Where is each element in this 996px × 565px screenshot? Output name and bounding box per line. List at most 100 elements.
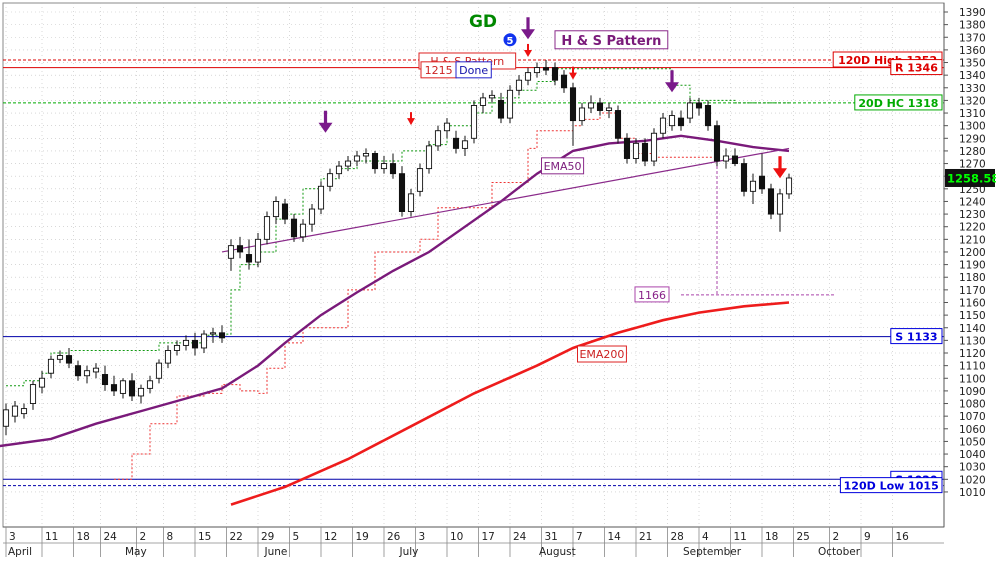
level-1166-box	[634, 286, 670, 303]
candle-up	[2, 409, 10, 427]
neckline	[221, 147, 790, 253]
candle-down	[389, 163, 397, 175]
price-tick-label: 1380	[959, 20, 986, 32]
day-tick-label: 19	[356, 531, 369, 543]
price-tick-label: 1320	[959, 95, 986, 107]
candle-down	[542, 67, 550, 71]
month-label: October	[818, 546, 861, 558]
candle-down	[614, 110, 622, 139]
candle-up	[488, 94, 496, 99]
candle-down	[218, 332, 226, 339]
price-tick-label: 1170	[959, 285, 986, 297]
price-tick-label: 1300	[959, 121, 986, 133]
candle-down	[110, 384, 118, 392]
price-tick-label: 1360	[959, 45, 986, 57]
candle-down	[281, 203, 289, 220]
candle-up	[56, 355, 64, 360]
month-label: April	[8, 546, 32, 558]
candle-up	[119, 380, 127, 394]
level-label-box-120d-low	[839, 477, 943, 494]
candle-up	[749, 180, 757, 192]
candle-up	[326, 173, 334, 187]
candle-up	[785, 177, 793, 195]
candle-up	[506, 89, 514, 119]
annotations: H & S Pattern1215DoneH & S PatternEMA50E…	[318, 17, 787, 363]
day-tick-label: 26	[387, 531, 401, 543]
candle-up	[254, 238, 262, 263]
ema50-label: EMA50	[544, 160, 582, 173]
candle-up	[416, 168, 424, 192]
ema200-line	[230, 301, 790, 506]
candle-up	[209, 332, 217, 335]
candle-down	[551, 67, 559, 81]
day-tick-label: 4	[702, 531, 709, 543]
ema50-label-box	[541, 157, 585, 175]
candle-down	[101, 374, 109, 386]
purple-down-arrow-head	[318, 122, 333, 133]
level-label-box-support-1133	[890, 328, 943, 345]
candle-down	[245, 254, 253, 263]
day-tick-label: 10	[450, 531, 463, 543]
day-tick-label: 16	[896, 531, 910, 543]
day-tick-label: 25	[797, 531, 810, 543]
candle-up	[92, 367, 100, 373]
day-tick-label: 3	[9, 531, 16, 543]
price-tick-label: 1070	[959, 411, 986, 423]
candle-up	[533, 67, 541, 74]
month-label: June	[264, 546, 288, 558]
plot-area	[2, 2, 945, 528]
price-tick-label: 1090	[959, 386, 986, 398]
day-tick-label: 5	[293, 531, 300, 543]
day-tick-label: 7	[576, 531, 583, 543]
candle-up	[776, 193, 784, 215]
price-tick-label: 1020	[959, 474, 986, 486]
price-tick-label: 1140	[959, 323, 986, 335]
candle-up	[668, 115, 676, 127]
level-label-20d-hc: 20D HC 1318	[858, 97, 938, 110]
price-tick-label: 1100	[959, 373, 986, 385]
month-label: September	[683, 546, 742, 558]
day-tick-label: 24	[104, 531, 118, 543]
price-tick-label: 1060	[959, 424, 986, 436]
price-tick-label: 1240	[959, 196, 986, 208]
price-tick-label: 1290	[959, 133, 986, 145]
candle-up	[164, 350, 172, 364]
candle-down	[704, 105, 712, 127]
candle-up	[137, 387, 145, 397]
candle-up	[47, 358, 55, 374]
candle-down	[452, 137, 460, 149]
candle-down	[191, 339, 199, 349]
candle-down	[767, 188, 775, 215]
candle-up	[227, 245, 235, 259]
candle-up	[443, 122, 451, 132]
price-tick-label: 1330	[959, 83, 986, 95]
level-label-box-20d-hc	[854, 94, 943, 111]
candle-down	[740, 163, 748, 192]
day-tick-label: 11	[45, 531, 58, 543]
candle-up	[425, 145, 433, 170]
candle-up	[263, 216, 271, 240]
candle-up	[380, 163, 388, 170]
hs-big-label-box	[554, 30, 669, 50]
candle-down	[758, 175, 766, 190]
month-label: May	[125, 546, 147, 558]
price-tick-label: 1150	[959, 310, 986, 322]
axes: 1390138013701360135013401330132013101300…	[3, 3, 996, 558]
candle-up	[587, 102, 595, 109]
day-tick-label: 2	[140, 531, 147, 543]
purple-down-arrow-head	[665, 82, 679, 93]
done-label-box	[455, 61, 492, 79]
day-tick-label: 28	[671, 531, 684, 543]
day-tick-label: 22	[230, 531, 243, 543]
candle-up	[407, 193, 415, 213]
candle-up	[335, 165, 343, 175]
candle-down	[74, 365, 82, 377]
candle-up	[20, 408, 28, 415]
price-tick-label: 1080	[959, 399, 986, 411]
candle-up	[182, 339, 190, 346]
price-tick-label: 1130	[959, 335, 986, 347]
candle-down	[731, 155, 739, 165]
day-tick-label: 29	[261, 531, 274, 543]
